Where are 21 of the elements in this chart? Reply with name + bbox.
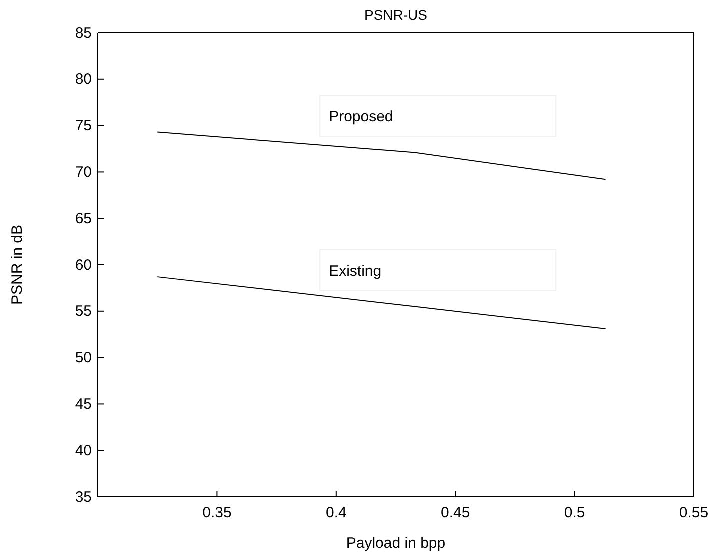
series-label: Proposed — [329, 108, 394, 126]
y-tick-label: 75 — [75, 118, 92, 135]
y-tick-label: 45 — [75, 396, 92, 413]
y-tick-label: 85 — [75, 24, 92, 42]
x-tick-label: 0.4 — [326, 504, 347, 522]
y-tick-label: 50 — [75, 350, 92, 367]
x-tick-label: 0.5 — [564, 504, 586, 522]
y-tick-label: 40 — [75, 442, 92, 460]
y-tick-label: 80 — [75, 71, 92, 88]
y-tick-label: 35 — [75, 488, 92, 506]
y-tick-label: 65 — [75, 210, 92, 228]
series-label: Existing — [329, 262, 382, 280]
y-axis-title: PSNR in dB — [9, 224, 26, 306]
chart-title: PSNR-US — [364, 7, 428, 23]
y-tick-label: 55 — [75, 303, 92, 320]
y-tick-label: 60 — [75, 256, 92, 274]
x-tick-label: 0.35 — [202, 504, 232, 522]
x-tick-label: 0.45 — [441, 504, 470, 522]
x-axis-title: Payload in bpp — [346, 535, 446, 552]
x-tick-label: 0.55 — [679, 504, 709, 522]
y-tick-label: 70 — [75, 164, 92, 181]
